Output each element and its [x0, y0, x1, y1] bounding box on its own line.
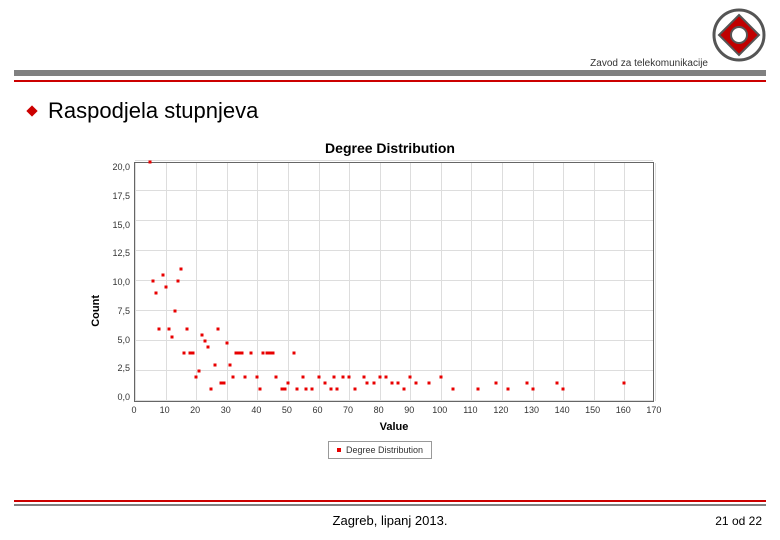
header-rule-red [14, 80, 766, 82]
data-point [507, 388, 510, 391]
data-point [525, 382, 528, 385]
data-point [207, 346, 210, 349]
data-point [176, 280, 179, 283]
data-point [335, 388, 338, 391]
data-point [179, 268, 182, 271]
legend-marker-icon [337, 448, 341, 452]
data-point [192, 352, 195, 355]
data-point [241, 352, 244, 355]
data-point [302, 376, 305, 379]
data-point [213, 364, 216, 367]
degree-distribution-chart: Degree Distribution Count 20,017,515,012… [90, 140, 690, 459]
data-point [452, 388, 455, 391]
data-point [228, 364, 231, 367]
data-point [170, 336, 173, 339]
data-point [323, 382, 326, 385]
bullet-text: Raspodjela stupnjeva [48, 98, 258, 124]
chart-ylabel: Count [90, 295, 102, 327]
data-point [372, 382, 375, 385]
data-point [311, 388, 314, 391]
data-point [152, 280, 155, 283]
data-point [305, 388, 308, 391]
data-point [149, 161, 152, 164]
data-point [329, 388, 332, 391]
chart-xlabel: Value [134, 421, 654, 433]
data-point [476, 388, 479, 391]
data-point [556, 382, 559, 385]
data-point [348, 376, 351, 379]
data-point [296, 388, 299, 391]
data-point [271, 352, 274, 355]
data-point [201, 334, 204, 337]
data-point [195, 376, 198, 379]
data-point [378, 376, 381, 379]
data-point [439, 376, 442, 379]
data-point [562, 388, 565, 391]
data-point [623, 382, 626, 385]
data-point [164, 286, 167, 289]
fer-logo [712, 8, 766, 62]
data-point [167, 328, 170, 331]
data-point [384, 376, 387, 379]
data-point [283, 388, 286, 391]
chart-title: Degree Distribution [90, 140, 690, 156]
data-point [531, 388, 534, 391]
footer-rule-gray [14, 504, 766, 506]
data-point [244, 376, 247, 379]
data-point [231, 376, 234, 379]
data-point [161, 274, 164, 277]
data-point [317, 376, 320, 379]
footer-rule-red [14, 500, 766, 502]
data-point [155, 292, 158, 295]
data-point [366, 382, 369, 385]
data-point [397, 382, 400, 385]
page-number: 21 od 22 [715, 514, 762, 528]
bullet-item: Raspodjela stupnjeva [28, 98, 258, 124]
data-point [390, 382, 393, 385]
chart-xticks: 0102030405060708090100110120130140150160… [134, 402, 654, 415]
data-point [274, 376, 277, 379]
data-point [182, 352, 185, 355]
chart-plot-area [134, 162, 654, 402]
data-point [427, 382, 430, 385]
data-point [363, 376, 366, 379]
data-point [204, 340, 207, 343]
chart-yticks: 20,017,515,012,510,07,55,02,50,0 [106, 162, 134, 402]
data-point [494, 382, 497, 385]
data-point [250, 352, 253, 355]
data-point [216, 328, 219, 331]
data-point [409, 376, 412, 379]
data-point [158, 328, 161, 331]
data-point [222, 382, 225, 385]
data-point [293, 352, 296, 355]
data-point [225, 342, 228, 345]
data-point [186, 328, 189, 331]
header-rule-gray [14, 70, 766, 76]
data-point [173, 310, 176, 313]
footer-caption: Zagreb, lipanj 2013. [0, 513, 780, 528]
department-label: Zavod za telekomunikacije [590, 58, 708, 69]
data-point [332, 376, 335, 379]
diamond-bullet-icon [26, 105, 37, 116]
legend-label: Degree Distribution [346, 445, 423, 455]
data-point [259, 388, 262, 391]
data-point [286, 382, 289, 385]
data-point [415, 382, 418, 385]
data-point [198, 370, 201, 373]
data-point [256, 376, 259, 379]
data-point [210, 388, 213, 391]
data-point [403, 388, 406, 391]
data-point [354, 388, 357, 391]
chart-legend: Degree Distribution [328, 441, 432, 459]
data-point [342, 376, 345, 379]
slide-header: Zavod za telekomunikacije [0, 0, 780, 78]
